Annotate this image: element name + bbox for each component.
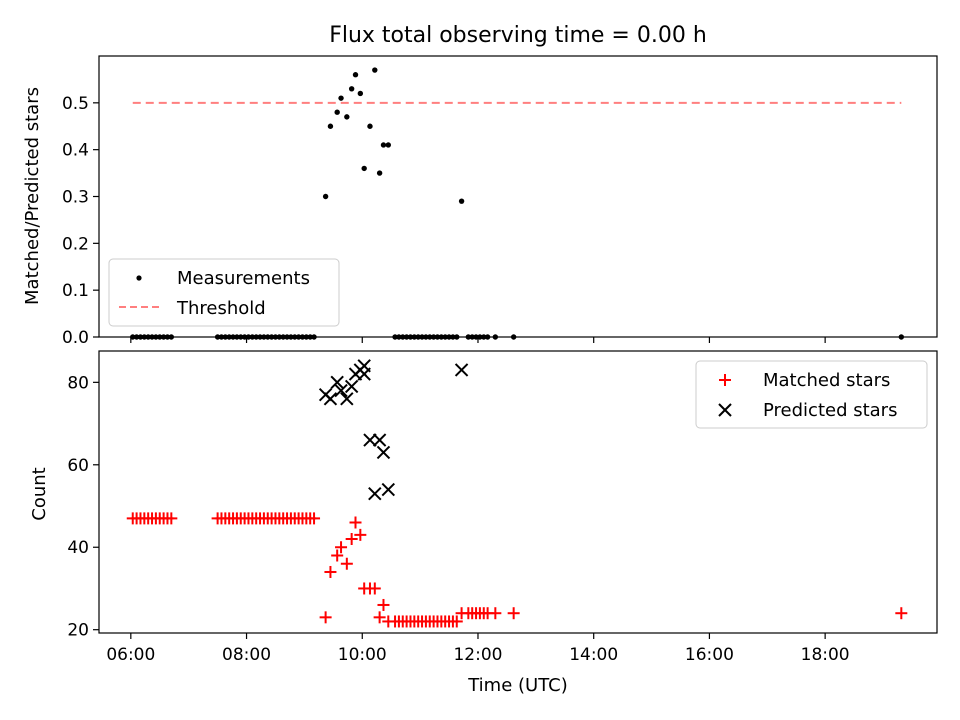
predicted-star-point <box>381 482 396 497</box>
matched-star-point <box>354 528 367 541</box>
legend-matched-label: Matched stars <box>763 370 890 391</box>
top-y-tick-label: 0.3 <box>62 188 89 208</box>
legend-matched-marker <box>719 374 731 386</box>
chart-title: Flux total observing time = 0.00 h <box>329 23 707 48</box>
top-plot-frame <box>98 55 938 338</box>
matched-star-point <box>331 549 344 562</box>
matched-star-point <box>349 516 362 529</box>
matched-star-point <box>895 607 908 620</box>
top-y-tick-label: 0.0 <box>62 328 89 348</box>
predicted-star-point <box>454 363 469 377</box>
x-tick-label: 18:00 <box>801 645 850 665</box>
x-tick-label: 16:00 <box>685 645 734 665</box>
bottom-plot-frame <box>98 350 938 634</box>
matched-star-point <box>165 512 178 525</box>
predicted-star-point <box>368 486 382 501</box>
measurement-point <box>367 123 373 129</box>
matched-star-point <box>308 512 321 525</box>
predicted-star-point <box>376 445 391 460</box>
x-tick-label: 10:00 <box>338 645 387 665</box>
bottom-y-axis-label: Count <box>29 467 50 520</box>
x-axis-label: Time (UTC) <box>467 675 568 696</box>
matched-star-point <box>345 533 358 545</box>
matched-star-point <box>340 557 353 570</box>
count-panel: Count Time (UTC) 20 40 60 80 06:00 08:00 10:00… <box>29 350 938 696</box>
legend-predicted-label: Predicted stars <box>763 400 897 421</box>
measurement-point <box>361 165 367 172</box>
matched-star-point <box>319 611 332 624</box>
predicted-star-point <box>344 379 359 394</box>
ratio-panel: Flux total observing time = 0.00 h Match… <box>22 23 938 348</box>
measurement-point <box>352 72 359 78</box>
measurement-point <box>376 170 383 176</box>
bottom-y-tick-label: 80 <box>67 373 89 393</box>
measurement-point <box>385 142 391 148</box>
predicted-star-point <box>323 392 338 406</box>
top-y-axis-label: Matched/Predicted stars <box>22 87 43 305</box>
legend-measurements-label: Measurements <box>177 268 310 289</box>
measurement-point <box>327 123 334 129</box>
predicted-star-point <box>334 383 348 398</box>
measurement-point <box>372 67 378 73</box>
matched-star-point <box>368 582 381 595</box>
predicted-star-point <box>340 392 354 406</box>
predicted-star-point <box>330 375 344 390</box>
bottom-y-tick-label: 60 <box>67 456 89 476</box>
top-y-tick-label: 0.1 <box>62 281 89 301</box>
measurement-point <box>458 198 465 204</box>
measurement-point <box>357 90 364 97</box>
bottom-y-tick-label: 20 <box>67 621 89 641</box>
legend-threshold-label: Threshold <box>176 298 266 319</box>
legend-measurements-marker <box>136 275 142 281</box>
matched-star-point <box>377 598 390 611</box>
matched-star-point <box>489 607 502 620</box>
matched-star-point <box>335 541 348 554</box>
x-tick-label: 14:00 <box>569 645 618 665</box>
matched-star-point <box>324 565 337 578</box>
top-legend: Measurements Threshold <box>108 258 340 327</box>
predicted-star-point <box>372 433 387 447</box>
legend-predicted-marker <box>718 403 732 417</box>
bottom-legend: Matched stars Predicted stars <box>695 360 928 429</box>
bottom-y-tick-label: 40 <box>67 538 89 558</box>
x-tick-label: 06:00 <box>106 645 155 665</box>
measurement-point <box>380 142 387 148</box>
predicted-star-point <box>363 433 377 447</box>
top-y-tick-label: 0.4 <box>62 141 89 161</box>
measurement-point <box>322 193 329 200</box>
x-tick-label: 08:00 <box>222 645 271 665</box>
predicted-star-point <box>357 359 371 373</box>
top-legend-box <box>108 258 340 327</box>
matched-star-point <box>450 615 463 628</box>
bottom-legend-box <box>695 360 928 429</box>
measurement-point <box>344 114 350 120</box>
measurement-point <box>334 109 340 115</box>
matched-star-point <box>507 607 520 620</box>
top-y-tick-label: 0.5 <box>62 94 89 114</box>
x-tick-label: 12:00 <box>453 645 502 665</box>
matched-star-point <box>373 611 386 624</box>
top-y-tick-label: 0.2 <box>62 234 89 254</box>
measurement-point <box>348 86 355 92</box>
measurement-point <box>338 95 344 101</box>
